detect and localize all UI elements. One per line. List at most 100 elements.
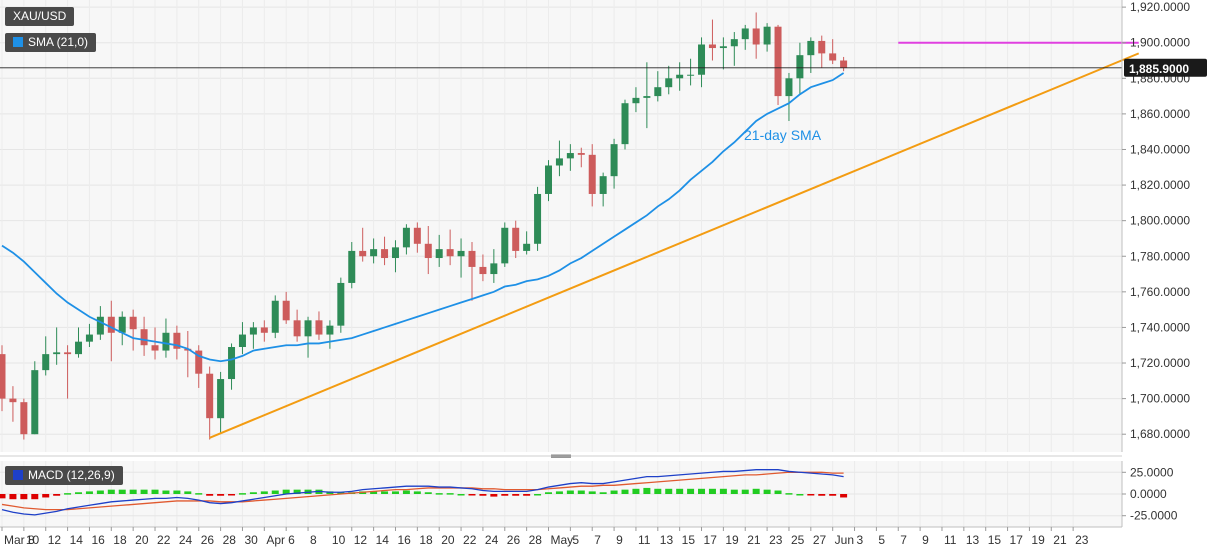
macd-histogram-bar [643, 487, 651, 494]
candle-body [140, 329, 148, 346]
macd-histogram-bar [381, 491, 389, 494]
macd-signal-line [1, 471, 844, 511]
panel-resize-handle[interactable] [551, 454, 571, 458]
macd-histogram-bar [512, 494, 520, 496]
date-tick-label: 19 [725, 533, 739, 547]
candle-body [348, 250, 356, 283]
candle-body [85, 334, 93, 342]
candle-body [337, 282, 345, 326]
candle-body [20, 402, 28, 435]
date-tick-label: 6 [288, 533, 295, 547]
macd-histogram-bar [741, 489, 749, 494]
date-tick-label: 23 [769, 533, 783, 547]
macd-histogram-bar [118, 489, 126, 494]
price-tick-label: 1,900.0000 [1130, 36, 1190, 50]
date-tick-label: 5 [878, 533, 885, 547]
candle-body [501, 227, 509, 264]
macd-histogram-bar [173, 490, 181, 494]
macd-histogram-bar [151, 489, 159, 494]
macd-histogram-bar [140, 489, 148, 494]
macd-histogram-bar [391, 491, 399, 494]
macd-histogram-bar [228, 494, 236, 496]
candle-body [31, 370, 39, 435]
candle-body [621, 103, 629, 145]
macd-histogram-bar [96, 490, 104, 494]
price-tick-label: 1,860.0000 [1130, 107, 1190, 121]
candle-body [763, 26, 771, 45]
macd-histogram-bar [64, 493, 72, 495]
candle-body [796, 55, 804, 79]
price-tick-label: 1,780.0000 [1130, 249, 1190, 263]
macd-histogram-bar [468, 494, 476, 496]
date-tick-label: 10 [332, 533, 346, 547]
candle-body [632, 97, 640, 104]
date-tick-label: 16 [91, 533, 105, 547]
date-tick-label: Mar 8 [4, 533, 35, 547]
macd-histogram-bar [545, 492, 552, 494]
macd-histogram-bar [260, 491, 268, 494]
overlays-layer [0, 41, 1140, 439]
macd-histogram-bar [621, 489, 629, 494]
sma-legend-tag[interactable]: SMA (21,0) [5, 33, 97, 52]
macd-histogram-bar [53, 494, 61, 496]
candle-body [0, 354, 6, 399]
macd-histogram-bar [807, 494, 815, 496]
candle-body [282, 300, 290, 321]
candle-body [468, 250, 476, 267]
date-tick-label: 21 [1053, 533, 1067, 547]
date-tick-label: 23 [1075, 533, 1089, 547]
candle-body [654, 87, 662, 97]
candle-body [391, 247, 399, 259]
date-tick-label: 26 [201, 533, 215, 547]
date-tick-label: 5 [572, 533, 579, 547]
date-axis[interactable]: Mar 810 12 14 16 18 20 22 24 26 28 30 Apr 6 8 10 12 14 16… [0, 526, 1122, 547]
price-tick-label: 1,740.0000 [1130, 320, 1190, 334]
date-tick-label: 28 [529, 533, 543, 547]
date-tick-label: 15 [682, 533, 696, 547]
date-tick-label: 24 [485, 533, 499, 547]
macd-histogram-bar [523, 494, 531, 496]
price-tick-label: 1,700.0000 [1130, 392, 1190, 406]
macd-histogram-bar [752, 488, 760, 494]
macd-histogram-bar [184, 491, 192, 494]
date-tick-label: May [551, 533, 574, 547]
candle-body [457, 250, 465, 257]
candle-body [9, 398, 17, 403]
candle-body [413, 227, 421, 244]
price-tick-label: 1,800.0000 [1130, 214, 1190, 228]
date-tick-label: 12 [354, 533, 368, 547]
candle-body [271, 300, 279, 333]
price-axis[interactable]: 1,680.0000 1,700.0000 1,720.0000 1,740.0000… [1121, 0, 1190, 452]
candle-body [676, 74, 684, 79]
macd-histogram-bar [9, 494, 17, 500]
macd-histogram-bar [206, 494, 214, 496]
date-tick-label: 16 [397, 533, 411, 547]
macd-histogram-bar [566, 490, 574, 494]
candle-body [118, 316, 126, 333]
candle-body [424, 243, 432, 259]
macd-histogram-bar [676, 488, 684, 494]
candle-body [534, 193, 542, 244]
macd-histogram-bar [687, 488, 695, 494]
date-tick-label: 9 [616, 533, 623, 547]
candle-body [566, 153, 574, 159]
macd-histogram-bar [840, 494, 848, 498]
candle-body [53, 352, 61, 355]
candle-body [490, 263, 498, 275]
candle-body [249, 327, 257, 335]
candle-body [206, 373, 214, 419]
macd-histogram-bar [402, 490, 410, 494]
candle-body [315, 320, 323, 335]
candle-body [807, 40, 815, 56]
macd-histogram-bar [282, 489, 290, 494]
symbol-tag[interactable]: XAU/USD [5, 7, 75, 26]
candle-body [238, 334, 246, 348]
macd-histogram-bar [195, 493, 203, 495]
price-tick-label: 1,720.0000 [1130, 356, 1190, 370]
macd-legend-tag[interactable]: MACD (12,26,9) [5, 466, 123, 485]
candle-body [818, 40, 826, 54]
candle-body [708, 44, 716, 49]
macd-histogram-bar [107, 489, 115, 494]
price-tick-label: 1,920.0000 [1130, 0, 1190, 14]
